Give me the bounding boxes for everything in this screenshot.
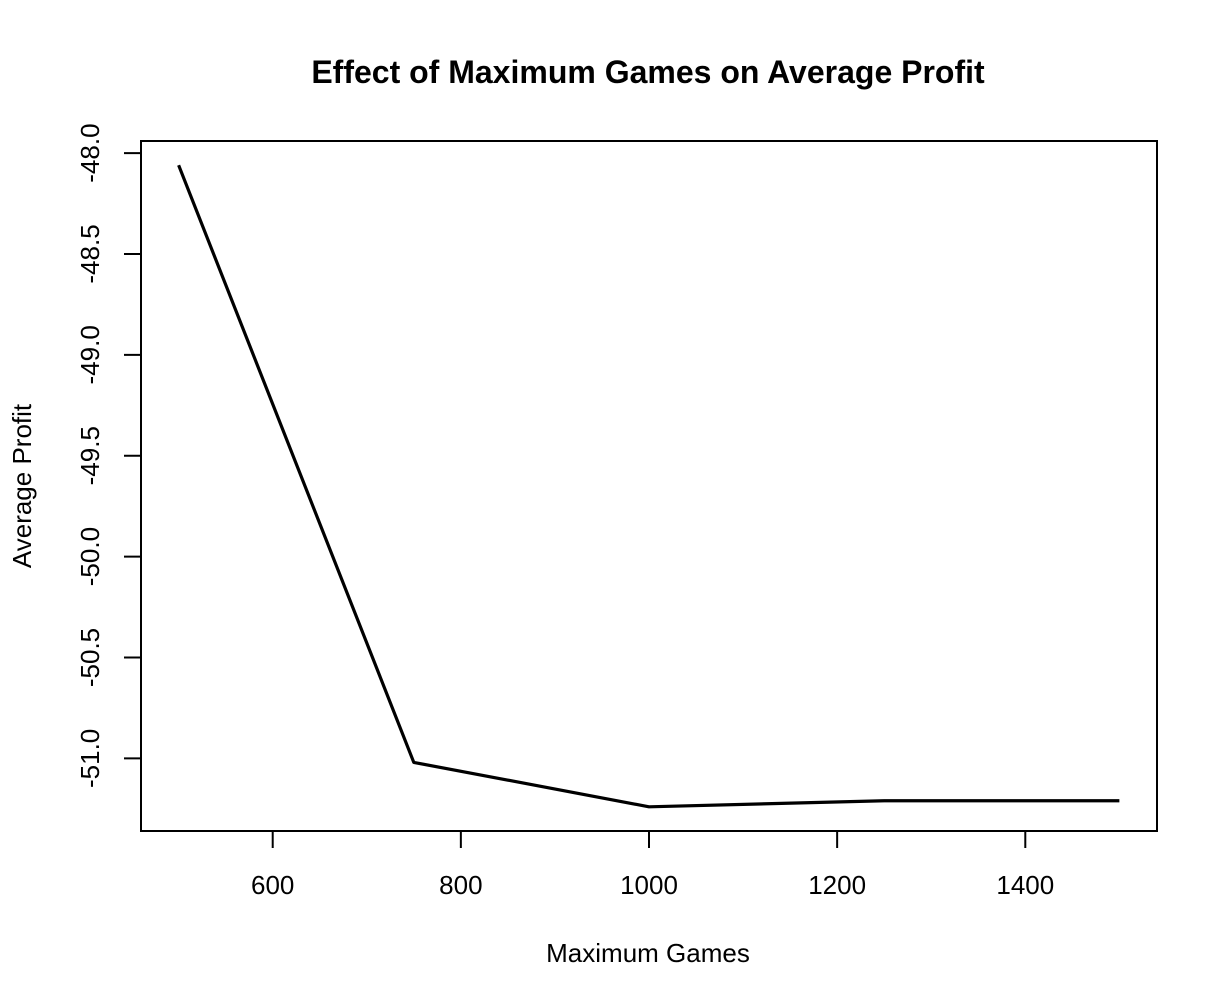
x-axis-label: Maximum Games — [546, 938, 750, 968]
x-tick-label: 600 — [251, 870, 294, 900]
series-layer — [177, 164, 1120, 809]
y-tick-label: -49.5 — [75, 426, 105, 485]
x-tick-label: 1400 — [996, 870, 1054, 900]
x-tick-label: 1200 — [808, 870, 866, 900]
x-tick-label: 1000 — [620, 870, 678, 900]
series-line — [177, 164, 1120, 809]
y-tick-label: -48.5 — [75, 224, 105, 283]
y-tick-label: -48.0 — [75, 123, 105, 182]
y-tick-label: -50.5 — [75, 628, 105, 687]
x-axis: 600 800 1000 1200 1400 — [251, 831, 1054, 900]
x-tick-label: 800 — [439, 870, 482, 900]
y-tick-label: -51.0 — [75, 729, 105, 788]
chart-title: Effect of Maximum Games on Average Profi… — [311, 54, 985, 90]
plot-frame — [140, 140, 1158, 832]
y-axis: -48.0 -48.5 -49.0 -49.5 -50.0 -50.5 -51.0 — [75, 123, 141, 788]
y-tick-label: -49.0 — [75, 325, 105, 384]
y-tick-label: -50.0 — [75, 527, 105, 586]
y-axis-label: Average Profit — [7, 403, 37, 568]
